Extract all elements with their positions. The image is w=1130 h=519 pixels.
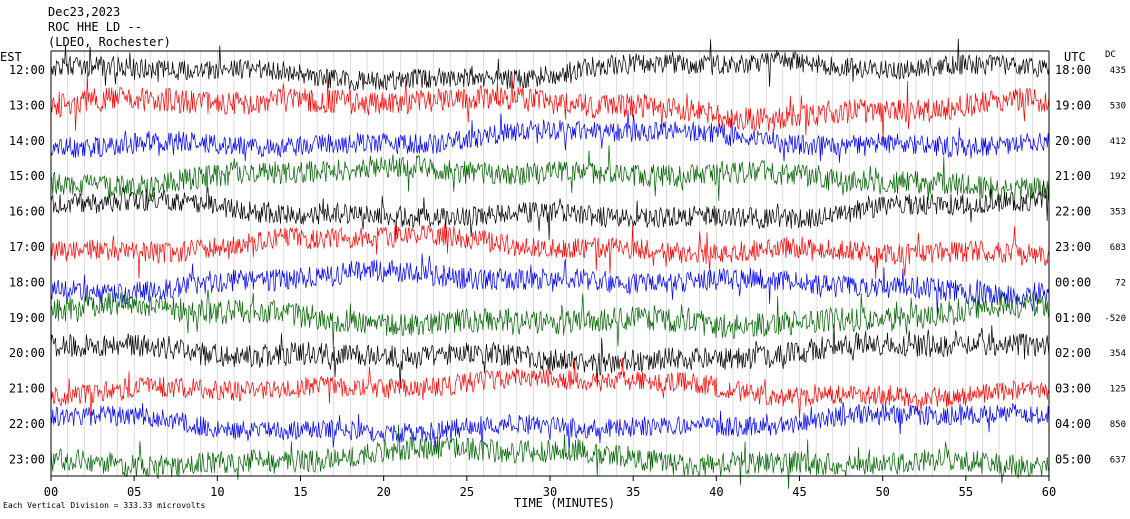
- est-tick-label: 18:00: [9, 275, 45, 289]
- utc-tick-label: 20:00: [1055, 134, 1091, 148]
- dc-offset-label: 435: [1110, 66, 1126, 76]
- dc-offset-label: 637: [1110, 455, 1126, 465]
- dc-offset-label: 354: [1110, 349, 1126, 359]
- utc-tick-label: 04:00: [1055, 417, 1091, 431]
- dc-offset-label: 353: [1110, 208, 1126, 218]
- utc-tick-label: 21:00: [1055, 169, 1091, 183]
- trace-line: [50, 357, 1050, 419]
- x-tick-label: 25: [460, 485, 474, 499]
- minute-grid: [67, 51, 1033, 476]
- utc-tick-label: 00:00: [1055, 275, 1091, 289]
- trace-line: [50, 145, 1050, 206]
- trace-line: [50, 180, 1050, 242]
- trace-line: [50, 223, 1050, 280]
- x-tick-label: 05: [127, 485, 141, 499]
- utc-tick-label: 18:00: [1055, 63, 1091, 77]
- est-tick-label: 12:00: [9, 63, 45, 77]
- dc-offset-label: -520: [1104, 314, 1126, 324]
- utc-axis-label: UTC: [1064, 50, 1086, 64]
- date-label: Dec23,2023: [48, 5, 120, 19]
- x-tick-label: 50: [875, 485, 889, 499]
- est-axis-label: EST: [0, 50, 22, 64]
- est-tick-label: 17:00: [9, 240, 45, 254]
- utc-tick-label: 03:00: [1055, 382, 1091, 396]
- dc-offset-label: 72: [1115, 278, 1126, 288]
- x-tick-label: 00: [44, 485, 58, 499]
- utc-tick-labels: 18:00 19:00 20:00 21:00 22:00 23:00 00:00 01:00…: [1055, 63, 1091, 466]
- dc-offset-label: 530: [1110, 101, 1126, 111]
- dc-offset-label: 412: [1110, 137, 1126, 147]
- utc-tick-label: 01:00: [1055, 311, 1091, 325]
- station-label: ROC HHE LD --: [48, 20, 142, 34]
- dc-offset-label: 125: [1110, 385, 1126, 395]
- utc-tick-label: 05:00: [1055, 452, 1091, 466]
- utc-tick-label: 22:00: [1055, 205, 1091, 219]
- trace-line: [50, 109, 1050, 163]
- x-tick-labels: 00 05 10 15 20 25 30 35 40 45 50 55 60: [44, 485, 1056, 499]
- est-tick-label: 13:00: [9, 98, 45, 112]
- dc-offset-labels: 435 530 412 192 353 683 72 -520 354 125 850 637: [1104, 66, 1126, 465]
- trace-line: [50, 38, 1050, 92]
- x-tick-label: 20: [376, 485, 390, 499]
- x-tick-label: 30: [543, 485, 557, 499]
- est-tick-label: 22:00: [9, 417, 45, 431]
- x-tick-label: 60: [1042, 485, 1056, 499]
- est-tick-labels: 12:00 13:00 14:00 15:00 16:00 17:00 18:00 19:00…: [9, 63, 45, 466]
- dc-offset-label: 850: [1110, 420, 1126, 430]
- dc-offset-label: 192: [1110, 172, 1126, 182]
- utc-tick-label: 02:00: [1055, 346, 1091, 360]
- est-tick-label: 15:00: [9, 169, 45, 183]
- x-tick-label: 35: [626, 485, 640, 499]
- dc-header-label: DC: [1105, 50, 1116, 60]
- trace-line: [50, 323, 1050, 388]
- trace-line: [50, 401, 1050, 453]
- x-tick-label: 45: [792, 485, 806, 499]
- plot-frame: [50, 50, 1050, 481]
- x-axis-title: TIME (MINUTES): [514, 496, 615, 510]
- est-tick-label: 16:00: [9, 205, 45, 219]
- x-tick-label: 15: [293, 485, 307, 499]
- trace-layer: [50, 38, 1050, 489]
- dc-offset-label: 683: [1110, 243, 1126, 253]
- trace-line: [50, 71, 1050, 141]
- est-tick-label: 23:00: [9, 452, 45, 466]
- est-tick-label: 14:00: [9, 134, 45, 148]
- utc-tick-label: 19:00: [1055, 98, 1091, 112]
- trace-line: [50, 253, 1050, 319]
- scale-annotation: Each Vertical Division = 333.33 microvol…: [3, 501, 205, 510]
- trace-line: [50, 289, 1050, 349]
- trace-line: [50, 424, 1050, 489]
- x-tick-label: 10: [210, 485, 224, 499]
- network-label: (LDEO, Rochester): [48, 35, 171, 49]
- est-tick-label: 19:00: [9, 311, 45, 325]
- x-tick-label: 40: [709, 485, 723, 499]
- utc-tick-label: 23:00: [1055, 240, 1091, 254]
- x-tick-label: 55: [959, 485, 973, 499]
- est-tick-label: 21:00: [9, 382, 45, 396]
- est-tick-label: 20:00: [9, 346, 45, 360]
